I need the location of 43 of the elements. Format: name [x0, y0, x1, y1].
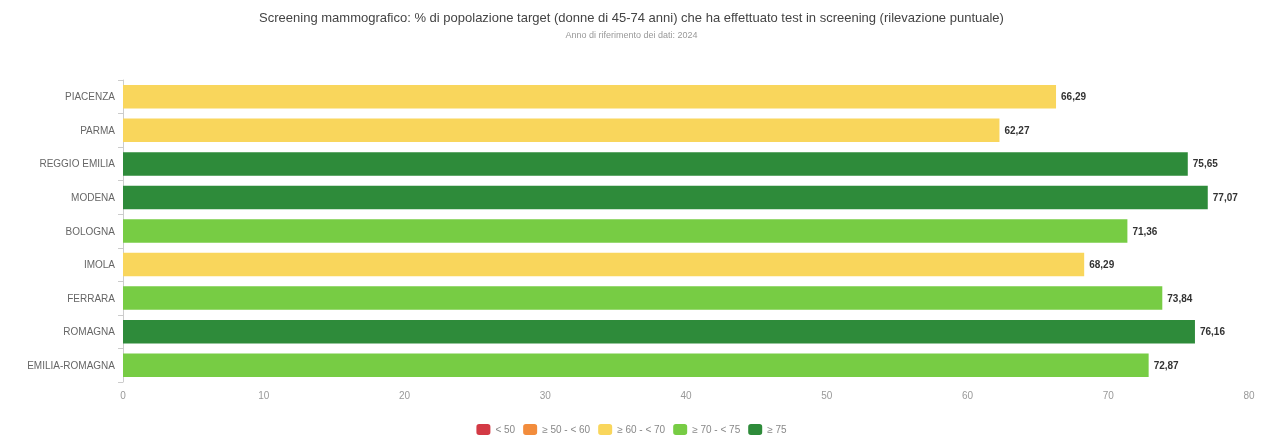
- x-tick-label: 0: [120, 389, 127, 401]
- chart-subtitle: Anno di riferimento dei dati: 2024: [565, 29, 698, 40]
- x-tick-label: 70: [1102, 389, 1115, 401]
- x-tick-label: 30: [539, 389, 552, 401]
- x-tick-label: 80: [1243, 389, 1255, 401]
- bar: [123, 85, 1057, 109]
- data-label: 76,16: [1199, 326, 1226, 338]
- bar: [123, 252, 1085, 277]
- y-tick-label: PARMA: [80, 124, 116, 136]
- bar: [123, 219, 1128, 243]
- y-tick-label: REGGIO EMILIA: [39, 158, 116, 170]
- y-tick-label: EMILIA-ROMAGNA: [27, 359, 116, 371]
- y-tick-label: BOLOGNA: [65, 225, 116, 237]
- x-tick-label: 40: [680, 389, 692, 401]
- data-label: 75,65: [1192, 158, 1219, 170]
- bar: [123, 319, 1195, 344]
- legend-label: ≥ 50 - < 60: [542, 424, 591, 435]
- bar: [123, 185, 1208, 210]
- y-tick-label: PIACENZA: [64, 91, 116, 103]
- y-tick-label: ROMAGNA: [63, 326, 116, 338]
- data-label: 71,36: [1132, 225, 1158, 237]
- data-label: 77,07: [1212, 191, 1239, 203]
- data-label: 68,29: [1089, 259, 1115, 271]
- x-tick-label: 20: [398, 389, 411, 401]
- y-tick-label: FERRARA: [67, 292, 116, 304]
- bar: [123, 118, 1000, 143]
- legend-label: ≥ 75: [767, 424, 788, 435]
- data-label: 72,87: [1153, 359, 1180, 371]
- y-tick-label: MODENA: [71, 191, 116, 203]
- legend-label: < 50: [495, 424, 516, 435]
- legend-label: ≥ 70 - < 75: [692, 424, 741, 435]
- data-label: 66,29: [1061, 91, 1087, 103]
- chart-title: Screening mammografico: % di popolazione target (donne di 45-74 anni) che ha effettuato test in screening (rilevazione puntuale): [259, 10, 1004, 25]
- x-tick-label: 60: [961, 389, 974, 401]
- data-label: 62,27: [1004, 124, 1030, 136]
- x-tick-label: 10: [258, 389, 270, 401]
- legend-label: ≥ 60 - < 70: [617, 424, 666, 435]
- bar: [123, 353, 1149, 377]
- data-label: 73,84: [1167, 292, 1193, 304]
- bar: [123, 286, 1163, 310]
- y-tick-label: IMOLA: [83, 259, 116, 271]
- bar: [123, 152, 1188, 176]
- x-tick-label: 50: [821, 389, 833, 401]
